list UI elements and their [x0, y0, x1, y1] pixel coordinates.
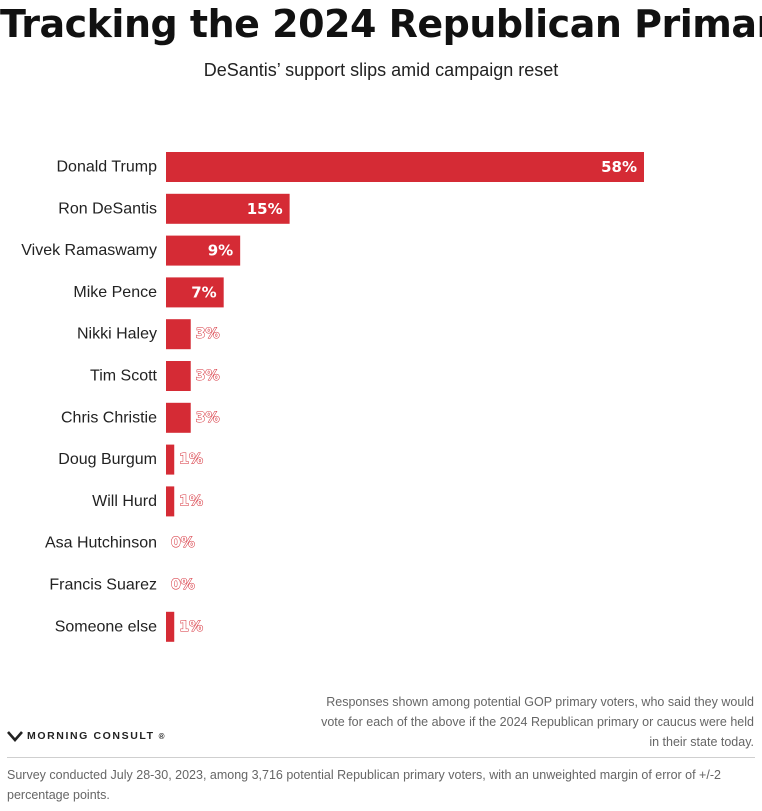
category-label: Tim Scott: [90, 368, 158, 385]
category-label: Nikki Haley: [77, 326, 157, 343]
data-label: 15%: [247, 200, 283, 218]
bar: [166, 193, 290, 224]
bar: [166, 361, 191, 391]
morning-consult-logo: MORNING CONSULT ®: [7, 730, 166, 742]
data-label: 3%: [196, 410, 220, 426]
brand-name: MORNING CONSULT: [27, 730, 155, 742]
bar: [166, 319, 191, 350]
bar: [166, 402, 191, 433]
category-label: Ron DeSantis: [58, 200, 157, 217]
data-label: 1%: [179, 452, 203, 468]
chart-subtitle: DeSantis’ support slips amid campaign re…: [203, 60, 559, 80]
category-label: Francis Suarez: [49, 577, 157, 594]
bar: [166, 611, 175, 642]
data-label: 3%: [196, 368, 220, 384]
category-label: Doug Burgum: [58, 451, 157, 468]
chart-title: Tracking the 2024 Republican Primary: [0, 2, 762, 46]
bar-chart: Donald Trump 58% Ron DeSantis 15% Vivek Rama…: [21, 152, 644, 642]
data-label: 3%: [196, 326, 220, 342]
category-label: Someone else: [55, 618, 157, 635]
bar: [166, 277, 224, 308]
morning-consult-m-icon: [7, 731, 23, 742]
bar: [166, 235, 241, 266]
data-label: 1%: [179, 493, 203, 509]
category-label: Chris Christie: [61, 409, 157, 426]
bar: [166, 486, 175, 517]
footer-divider: [7, 757, 755, 758]
data-label: 0%: [171, 577, 195, 593]
category-label: Will Hurd: [92, 493, 157, 510]
category-label: Donald Trump: [57, 159, 158, 176]
survey-methodology: Survey conducted July 28-30, 2023, among…: [7, 768, 721, 802]
brand-registered-mark: ®: [158, 731, 167, 741]
bar: [166, 444, 175, 475]
data-label: 0%: [171, 535, 195, 551]
data-label: 9%: [208, 242, 233, 260]
category-label: Vivek Ramaswamy: [21, 242, 157, 259]
category-label: Asa Hutchinson: [45, 535, 157, 552]
responses-note: Responses shown among potential GOP prim…: [321, 695, 754, 749]
bar: [166, 152, 644, 182]
data-label: 7%: [191, 283, 216, 301]
data-label: 1%: [179, 619, 203, 635]
category-label: Mike Pence: [73, 284, 157, 301]
data-label: 58%: [601, 158, 637, 176]
